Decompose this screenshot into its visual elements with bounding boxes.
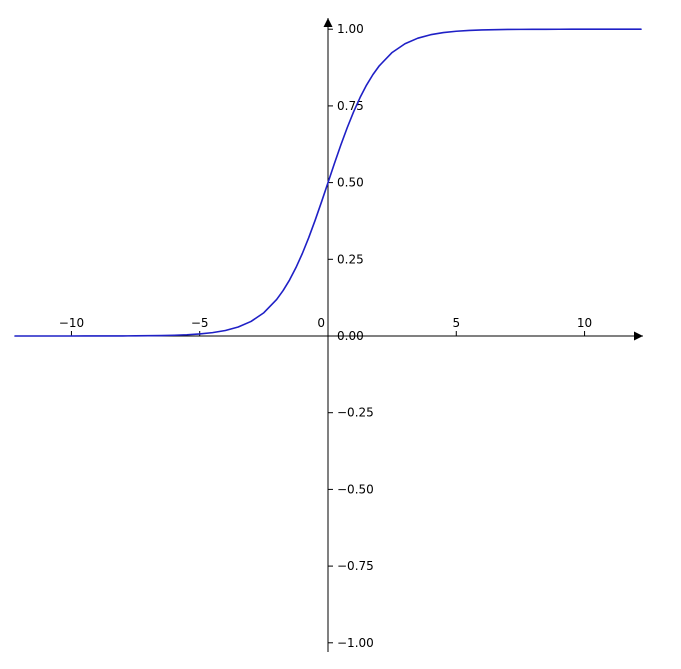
y-tick-label: 0.00: [337, 329, 364, 343]
x-tick-label: −5: [191, 316, 209, 330]
y-tick-label: 0.25: [337, 252, 364, 266]
y-tick-label: −1.00: [337, 636, 374, 650]
x-tick-label: −10: [59, 316, 84, 330]
x-tick-label: 10: [577, 316, 592, 330]
y-tick-label: 0.75: [337, 99, 364, 113]
y-tick-label: −0.50: [337, 482, 374, 496]
x-tick-label: 5: [452, 316, 460, 330]
y-tick-label: −0.75: [337, 559, 374, 573]
y-tick-label: 1.00: [337, 22, 364, 36]
x-tick-label: 0: [317, 316, 325, 330]
y-tick-label: 0.50: [337, 176, 364, 190]
sigmoid-line-chart: −10 −5 0 5 10 −1.00 −0.75 −0.50 −0.25 0.00 0.25 0.5…: [0, 0, 681, 669]
y-tick-label: −0.25: [337, 406, 374, 420]
